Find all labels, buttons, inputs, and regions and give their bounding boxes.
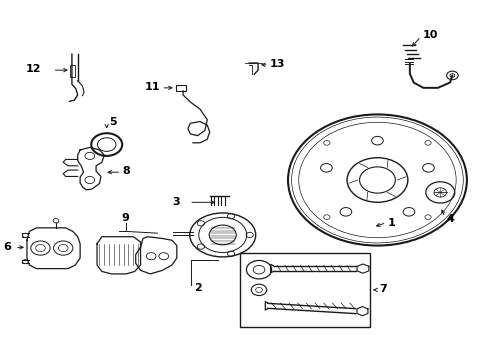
Text: 2: 2 <box>193 283 201 293</box>
Text: 11: 11 <box>144 82 160 92</box>
Text: 7: 7 <box>378 284 386 294</box>
Text: 8: 8 <box>122 166 130 176</box>
Text: 3: 3 <box>172 197 180 207</box>
Text: 9: 9 <box>121 213 129 223</box>
Text: 10: 10 <box>422 30 437 40</box>
Bar <box>239 253 369 327</box>
Text: 12: 12 <box>26 64 41 75</box>
Text: 1: 1 <box>387 218 395 228</box>
Bar <box>176 85 186 91</box>
Text: 13: 13 <box>269 59 285 69</box>
Text: 4: 4 <box>446 214 453 224</box>
Bar <box>70 65 75 77</box>
Text: 6: 6 <box>3 242 11 252</box>
Text: 5: 5 <box>109 117 117 127</box>
